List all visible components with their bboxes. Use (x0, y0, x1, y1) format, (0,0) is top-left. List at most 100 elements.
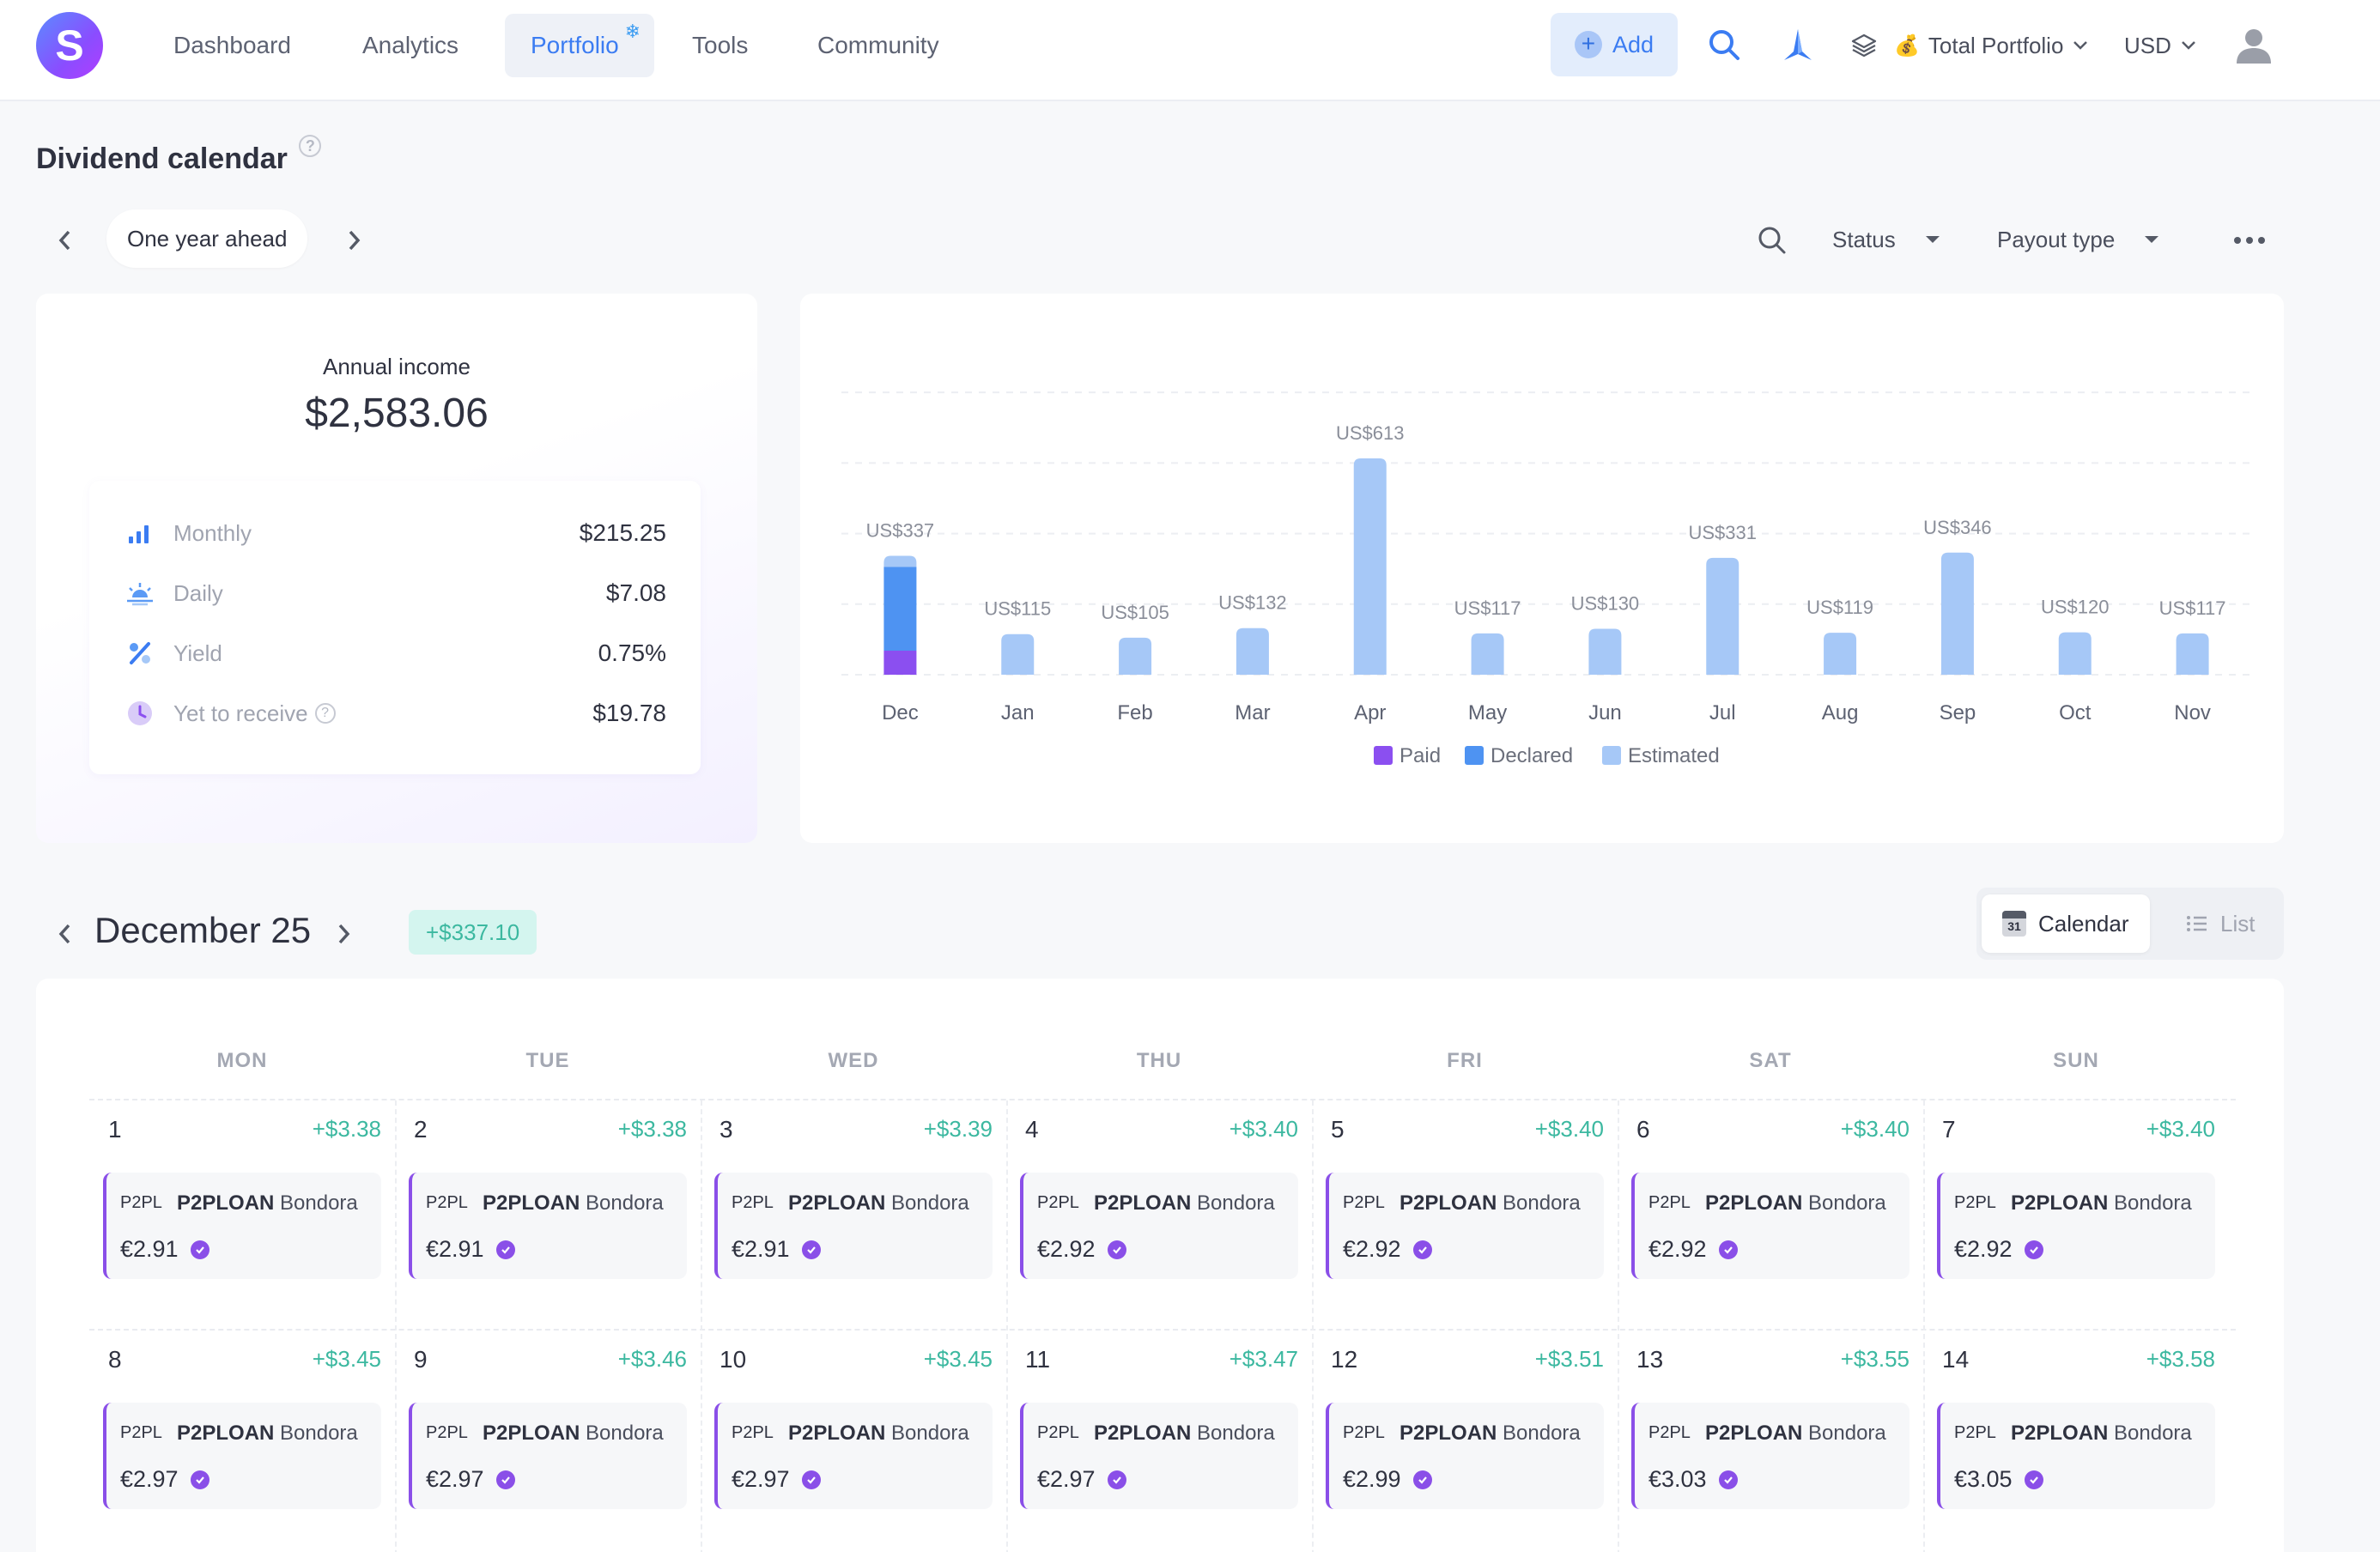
nav-tools[interactable]: Tools (666, 14, 774, 77)
x-axis-tick-label: Apr (1354, 701, 1386, 724)
nav-community[interactable]: Community (792, 14, 965, 77)
bar-declared-dec[interactable] (883, 567, 917, 652)
legend-swatch-paid[interactable] (1374, 746, 1393, 765)
paid-check-icon (801, 1240, 821, 1259)
bar-estimated-feb[interactable] (1119, 637, 1152, 675)
legend-label-estimated[interactable]: Estimated (1628, 744, 1720, 767)
calendar-day-cell[interactable]: 4 +$3.40 P2PL P2PLOAN Bondora €2.92 (1006, 1100, 1312, 1331)
calendar-column-divider (1923, 1100, 1925, 1552)
payout-card[interactable]: P2PL P2PLOAN Bondora €2.97 (103, 1403, 381, 1509)
search-icon[interactable] (1705, 26, 1743, 64)
payout-card[interactable]: P2PL P2PLOAN Bondora €2.91 (409, 1173, 687, 1279)
calendar-day-cell[interactable]: 14 +$3.58 P2PL P2PLOAN Bondora €3.05 (1923, 1331, 2229, 1552)
day-number: 2 (414, 1116, 428, 1143)
bar-estimated-oct[interactable] (2058, 632, 2092, 675)
ai-sparkle-icon[interactable] (1777, 24, 1818, 65)
calendar-day-cell[interactable]: 12 +$3.51 P2PL P2PLOAN Bondora €2.99 (1312, 1331, 1618, 1552)
payout-name-bold: P2PLOAN (788, 1422, 886, 1445)
bar-estimated-mar[interactable] (1236, 627, 1269, 675)
month-title: December 25 (94, 910, 312, 950)
help-icon[interactable]: ? (314, 703, 336, 724)
legend-swatch-declared[interactable] (1465, 746, 1484, 765)
calendar-day-cell[interactable]: 6 +$3.40 P2PL P2PLOAN Bondora €2.92 (1618, 1100, 1923, 1331)
nav-community-label: Community (817, 32, 939, 58)
layers-icon[interactable] (1849, 31, 1879, 60)
stat-yet-to-receive: Yet to receive ? $19.78 (124, 692, 666, 735)
calendar-day-cell[interactable]: 8 +$3.45 P2PL P2PLOAN Bondora €2.97 (89, 1331, 395, 1552)
nav-analytics[interactable]: Analytics (337, 14, 484, 77)
bar-estimated-apr[interactable] (1353, 458, 1387, 675)
help-icon[interactable]: ? (299, 135, 322, 157)
bar-estimated-sep[interactable] (1940, 552, 1974, 675)
bar-estimated-aug[interactable] (1824, 633, 1857, 675)
calendar-day-cell[interactable]: 1 +$3.38 P2PL P2PLOAN Bondora €2.91 (89, 1100, 395, 1331)
portfolio-select[interactable]: 💰 Total Portfolio (1894, 26, 2089, 65)
payout-card[interactable]: P2PL P2PLOAN Bondora €3.05 (1937, 1403, 2215, 1509)
more-options-icon[interactable] (2231, 230, 2268, 251)
payout-card[interactable]: P2PL P2PLOAN Bondora €2.97 (1020, 1403, 1298, 1509)
payout-card[interactable]: P2PL P2PLOAN Bondora €2.92 (1020, 1173, 1298, 1279)
nav-dashboard[interactable]: Dashboard (148, 14, 317, 77)
month-total-badge: +$337.10 (409, 910, 537, 955)
x-axis-tick-label: Feb (1117, 701, 1152, 724)
calendar-day-cell[interactable]: 7 +$3.40 P2PL P2PLOAN Bondora €2.92 (1923, 1100, 2229, 1331)
calendar-column-divider (1618, 1100, 1619, 1552)
calendar-view-button[interactable]: 31 Calendar (1982, 894, 2150, 953)
payout-name-rest: Bondora (1503, 1191, 1581, 1215)
app-logo[interactable]: S (36, 12, 103, 79)
payout-card[interactable]: P2PL P2PLOAN Bondora €3.03 (1631, 1403, 1909, 1509)
payout-amount: €2.99 (1343, 1466, 1432, 1493)
payout-card[interactable]: P2PL P2PLOAN Bondora €2.97 (409, 1403, 687, 1509)
previous-month-button[interactable] (52, 918, 77, 949)
stat-yet-to-receive-label: Yet to receive (173, 700, 308, 726)
calendar-divider (89, 1099, 2236, 1100)
payout-card[interactable]: P2PL P2PLOAN Bondora €2.92 (1631, 1173, 1909, 1279)
payout-card[interactable]: P2PL P2PLOAN Bondora €2.92 (1326, 1173, 1604, 1279)
payout-name: P2PLOAN Bondora (2011, 1422, 2192, 1446)
stat-monthly-label: Monthly (173, 519, 252, 546)
add-button-label: Add (1612, 31, 1654, 58)
payout-card[interactable]: P2PL P2PLOAN Bondora €2.91 (714, 1173, 993, 1279)
calendar-day-cell[interactable]: 3 +$3.39 P2PL P2PLOAN Bondora €2.91 (701, 1100, 1006, 1331)
calendar-day-cell[interactable]: 2 +$3.38 P2PL P2PLOAN Bondora €2.91 (395, 1100, 701, 1331)
list-view-button[interactable]: List (2165, 894, 2275, 953)
payout-amount-value: €2.91 (120, 1236, 179, 1262)
nav-portfolio-label: Portfolio (531, 32, 619, 58)
legend-label-paid[interactable]: Paid (1399, 744, 1441, 767)
bar-estimated-jan[interactable] (1001, 634, 1035, 675)
add-button[interactable]: + Add (1551, 13, 1678, 76)
money-bag-icon: 💰 (1894, 33, 1920, 58)
legend-label-declared[interactable]: Declared (1491, 744, 1573, 767)
calendar-day-cell[interactable]: 5 +$3.40 P2PL P2PLOAN Bondora €2.92 (1312, 1100, 1618, 1331)
period-selector[interactable]: One year ahead (106, 209, 308, 268)
paid-check-icon (1412, 1470, 1432, 1489)
currency-select[interactable]: USD (2124, 26, 2197, 65)
stat-yield: Yield 0.75% (124, 632, 666, 675)
next-month-button[interactable] (331, 918, 357, 949)
bar-estimated-dec[interactable] (883, 555, 917, 567)
payout-card[interactable]: P2PL P2PLOAN Bondora €2.91 (103, 1173, 381, 1279)
calendar-day-cell[interactable]: 13 +$3.55 P2PL P2PLOAN Bondora €3.03 (1618, 1331, 1923, 1552)
calendar-day-cell[interactable]: 10 +$3.45 P2PL P2PLOAN Bondora €2.97 (701, 1331, 1006, 1552)
payout-card[interactable]: P2PL P2PLOAN Bondora €2.92 (1937, 1173, 2215, 1279)
bar-estimated-nov[interactable] (2176, 633, 2209, 675)
calendar-day-cell[interactable]: 9 +$3.46 P2PL P2PLOAN Bondora €2.97 (395, 1331, 701, 1552)
bar-estimated-jun[interactable] (1588, 628, 1622, 675)
bar-estimated-jul[interactable] (1706, 557, 1739, 675)
next-period-button[interactable] (342, 225, 367, 256)
nav-portfolio[interactable]: Portfolio ❄ (505, 14, 654, 77)
calendar-day-cell[interactable]: 11 +$3.47 P2PL P2PLOAN Bondora €2.97 (1006, 1331, 1312, 1552)
previous-period-button[interactable] (52, 225, 77, 256)
bar-estimated-may[interactable] (1471, 633, 1504, 675)
period-label: One year ahead (127, 225, 288, 252)
legend-swatch-estimated[interactable] (1602, 746, 1621, 765)
payout-card[interactable]: P2PL P2PLOAN Bondora €2.99 (1326, 1403, 1604, 1509)
status-filter[interactable]: Status (1832, 218, 1940, 261)
payout-type-filter[interactable]: Payout type (1997, 218, 2159, 261)
weekday-sat: SAT (1749, 1049, 1792, 1072)
calendar-column-divider (1006, 1100, 1008, 1552)
payout-card[interactable]: P2PL P2PLOAN Bondora €2.97 (714, 1403, 993, 1509)
filter-search-icon[interactable] (1755, 223, 1789, 258)
bar-paid-dec[interactable] (883, 651, 917, 675)
user-avatar-icon[interactable] (2232, 24, 2275, 67)
